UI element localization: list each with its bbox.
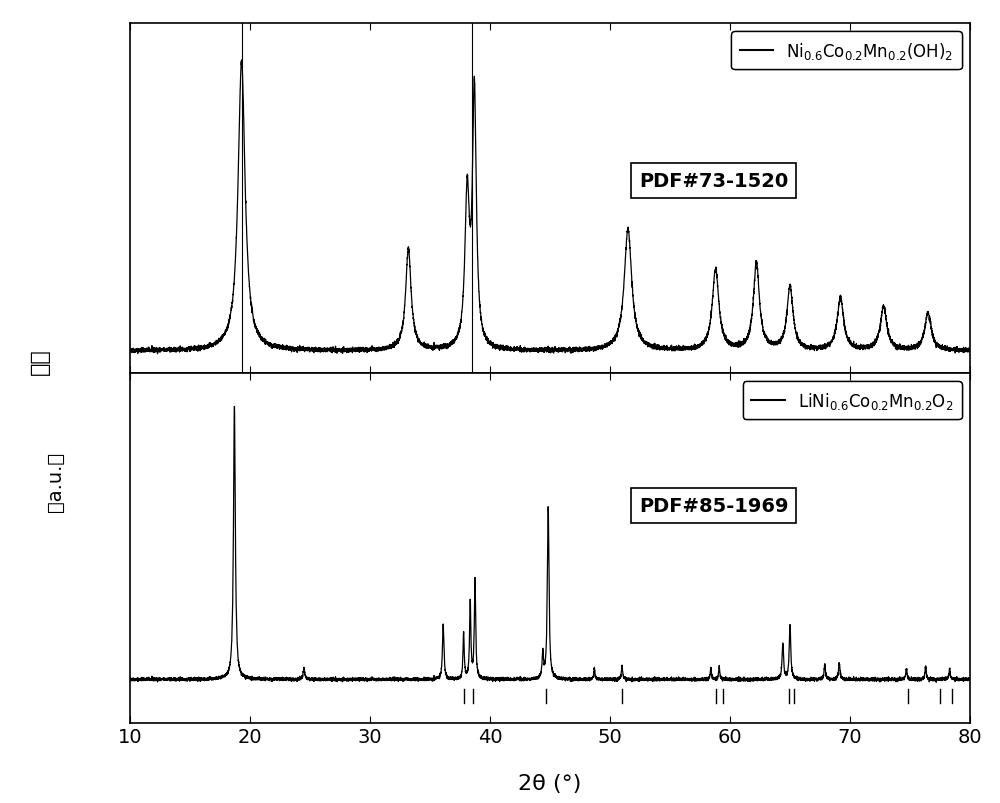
Text: （a.u.）: （a.u.） [46, 452, 64, 512]
Text: 强度: 强度 [30, 348, 50, 375]
Legend: Ni$_{0.6}$Co$_{0.2}$Mn$_{0.2}$(OH)$_2$: Ni$_{0.6}$Co$_{0.2}$Mn$_{0.2}$(OH)$_2$ [731, 32, 962, 70]
Text: 2θ (°): 2θ (°) [518, 773, 582, 793]
Legend: LiNi$_{0.6}$Co$_{0.2}$Mn$_{0.2}$O$_2$: LiNi$_{0.6}$Co$_{0.2}$Mn$_{0.2}$O$_2$ [743, 381, 962, 419]
Text: PDF#85-1969: PDF#85-1969 [639, 496, 789, 516]
Text: PDF#73-1520: PDF#73-1520 [639, 172, 788, 191]
